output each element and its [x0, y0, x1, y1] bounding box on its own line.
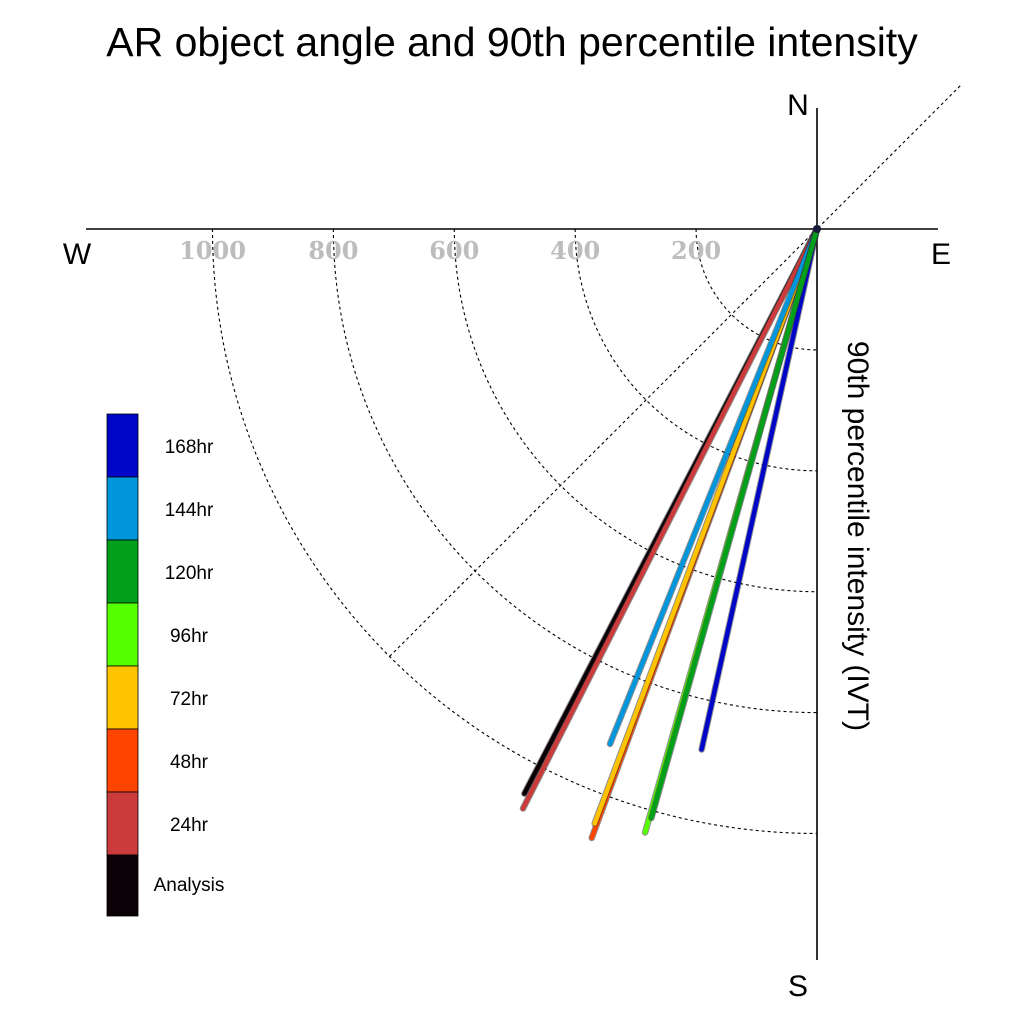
compass-west: W: [63, 238, 92, 271]
legend-swatch: [106, 413, 139, 478]
radial-tick-label: 200: [671, 236, 721, 265]
legend-swatch: [106, 791, 139, 856]
grid-diagonal: [389, 85, 961, 657]
vector-120hr: [649, 226, 820, 821]
legend-label: Analysis: [154, 875, 225, 896]
legend-label: 168hr: [165, 437, 214, 458]
legend-swatch: [106, 665, 139, 730]
vector-144hr: [607, 226, 820, 747]
vector-24hr: [520, 226, 820, 811]
chart-title: AR object angle and 90th percentile inte…: [106, 19, 918, 65]
legend-label: 72hr: [170, 689, 209, 710]
vector-168hr: [699, 226, 820, 752]
legend-swatch: [106, 539, 139, 604]
compass-east: E: [931, 238, 951, 271]
legend: 168hr 144hr 120hr 96hr 72hr 48hr 24hr An…: [106, 413, 225, 917]
legend-label: 24hr: [170, 815, 209, 836]
legend-swatch: [106, 476, 139, 541]
legend-label: 144hr: [165, 500, 214, 521]
compass-south: S: [788, 970, 808, 1003]
radial-tick-label: 600: [429, 236, 479, 265]
compass-north: N: [787, 89, 809, 122]
origin-marker: [813, 225, 821, 233]
legend-swatch: [106, 602, 139, 667]
vectors: [519, 225, 821, 842]
y-axis-label: 90th percentile intensity (IVT): [841, 341, 874, 731]
legend-swatch: [106, 728, 139, 793]
radial-tick-labels: 200 400 600 800 1000: [179, 236, 721, 265]
legend-label: 120hr: [165, 563, 214, 584]
radial-tick-label: 400: [550, 236, 600, 265]
legend-swatch: [106, 854, 139, 917]
radial-tick-label: 800: [308, 236, 358, 265]
radial-tick-label: 1000: [179, 236, 246, 265]
legend-label: 48hr: [170, 752, 209, 773]
legend-label: 96hr: [170, 626, 209, 647]
